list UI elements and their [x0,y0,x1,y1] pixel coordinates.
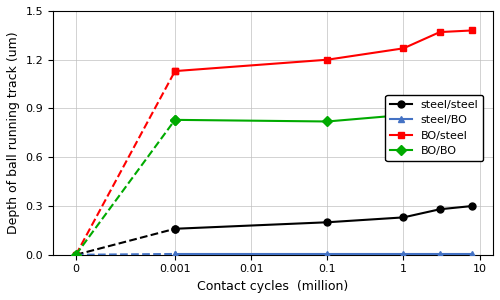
BO/BO [172,118,178,122]
steel/steel [400,216,406,219]
Legend: steel/steel, steel/BO, BO/steel, BO/BO: steel/steel, steel/BO, BO/steel, BO/BO [386,95,483,161]
BO/steel [400,46,406,50]
steel/steel [324,220,330,224]
BO/BO [437,120,443,123]
Line: BO/BO: BO/BO [172,110,475,125]
BO/steel [172,69,178,73]
X-axis label: Contact cycles  (million): Contact cycles (million) [198,280,348,293]
BO/BO [470,112,476,115]
steel/steel [172,227,178,231]
BO/steel [437,30,443,34]
steel/BO [470,252,476,256]
steel/BO [324,252,330,256]
BO/BO [324,120,330,123]
BO/steel [324,58,330,61]
Line: steel/steel: steel/steel [172,202,475,232]
steel/BO [172,252,178,256]
Line: BO/steel: BO/steel [172,27,475,75]
BO/steel [470,29,476,32]
BO/BO [400,113,406,117]
steel/BO [400,252,406,256]
steel/steel [437,208,443,211]
steel/steel [470,204,476,208]
steel/BO [437,252,443,256]
Line: steel/BO: steel/BO [172,250,475,257]
Y-axis label: Depth of ball running track (um): Depth of ball running track (um) [7,32,20,234]
